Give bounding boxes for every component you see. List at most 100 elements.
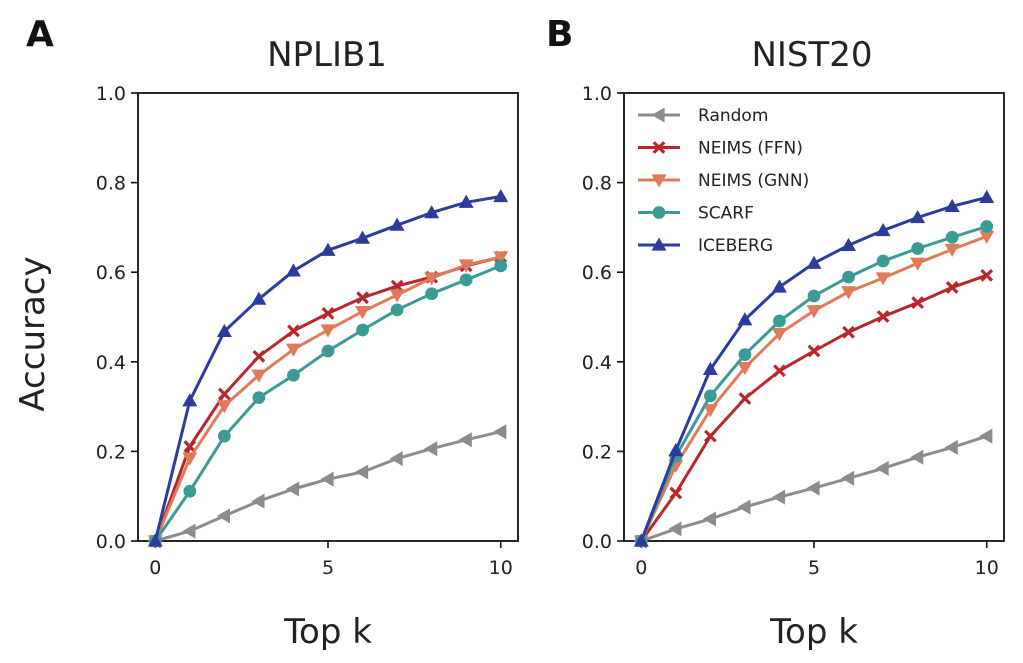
panel-b-point-neims-ffn: [842, 325, 855, 339]
legend-item-neims-gnn: NEIMS (GNN): [638, 171, 809, 191]
panel-b-point-scarf: [911, 242, 925, 255]
panel-b-point-iceberg: [633, 533, 649, 547]
panel-b-y-tick-label: 0.6: [582, 262, 612, 284]
legend-swatch-marker: [651, 107, 665, 123]
panel-b-point-neims-gnn: [702, 404, 718, 418]
panel-a-point-random: [424, 441, 438, 457]
panel-b-point-neims-ffn: [980, 268, 994, 282]
legend-label: ICEBERG: [698, 236, 773, 256]
panel-b-point-iceberg: [841, 237, 857, 251]
panel-b-point-scarf: [842, 270, 855, 284]
panel-a-point-scarf: [217, 429, 231, 443]
panel-b-series-random: [633, 428, 993, 549]
panel-a-point-neims-gnn: [389, 289, 405, 303]
panel-a-x-tick-label: 5: [322, 557, 334, 579]
panel-a: A NPLIB1 0.0 0.2 0.4 0.6 0.8 1.0 0 5 10 Top k: [26, 14, 519, 652]
legend-swatch-marker: [652, 206, 666, 219]
panel-b-point-neims-ffn: [911, 296, 925, 310]
panel-a-point-random: [251, 493, 265, 509]
panel-b-point-neims-ffn: [669, 486, 683, 500]
panel-a-series-scarf: [148, 259, 508, 548]
panel-b-point-neims-ffn: [807, 344, 821, 358]
panel-b-point-neims-ffn: [945, 281, 959, 294]
panel-b-y-tick-label: 0.0: [582, 531, 612, 553]
panel-a-title: NPLIB1: [267, 35, 387, 75]
legend-item-random: Random: [638, 106, 768, 126]
panel-b-point-scarf: [738, 348, 752, 362]
panel-a-point-neims-ffn: [287, 324, 300, 338]
legend-label: SCARF: [698, 204, 754, 224]
panel-a-point-iceberg: [320, 242, 336, 256]
panel-a-axes-frame: [137, 92, 519, 542]
panel-b-point-scarf: [876, 254, 890, 268]
panel-b-point-scarf: [703, 389, 717, 403]
panel-a-point-neims-gnn: [320, 324, 336, 338]
legend-label: Random: [698, 106, 768, 126]
panel-b-point-neims-ffn: [773, 364, 786, 378]
panel-b-y-tick-label: 0.4: [582, 352, 612, 374]
panel-a-point-neims-gnn: [285, 343, 301, 357]
panel-a-point-iceberg: [251, 291, 267, 305]
panel-b-x-tick-label: 10: [975, 557, 999, 579]
panel-b-series-neims-gnn: [633, 230, 995, 549]
panel-a-x-tick-label: 10: [489, 557, 513, 579]
panel-b-point-iceberg: [771, 279, 787, 293]
panel-a-y-tick-label: 0.4: [96, 352, 126, 374]
panel-a-letter: A: [26, 14, 54, 55]
panel-b-point-neims-gnn: [737, 361, 753, 376]
panel-a-x-tick-label: 0: [149, 557, 161, 579]
panel-a-point-neims-gnn: [355, 305, 371, 320]
panel-a-point-random: [182, 523, 196, 539]
panel-a-point-scarf: [183, 484, 197, 498]
panel-a-point-scarf: [425, 287, 439, 301]
panel-b-point-neims-gnn: [806, 305, 822, 319]
panel-b-point-random: [944, 439, 958, 455]
panel-b-point-neims-gnn: [841, 286, 857, 300]
panel-a-point-random: [493, 424, 507, 440]
panel-a-point-random: [216, 508, 230, 524]
panel-b-point-iceberg: [668, 443, 684, 457]
panel-a-point-scarf: [459, 273, 473, 287]
panel-a-point-neims-gnn: [458, 259, 474, 273]
panel-b-point-iceberg: [875, 223, 891, 237]
legend-label: NEIMS (FFN): [698, 139, 803, 159]
panel-a-point-neims-ffn: [183, 440, 197, 453]
panel-a-point-scarf: [321, 344, 335, 358]
panel-b-point-scarf: [807, 289, 821, 303]
panel-a-point-neims-gnn: [424, 272, 440, 286]
panel-b-point-scarf: [773, 314, 786, 328]
panel-a-point-iceberg: [285, 263, 301, 277]
legend-item-scarf: SCARF: [638, 204, 754, 224]
panel-b-point-neims-gnn: [944, 243, 960, 257]
panel-b-point-iceberg: [702, 361, 718, 376]
panel-a-point-random: [458, 432, 472, 448]
panel-a-point-iceberg: [147, 533, 163, 547]
y-axis-title: Accuracy: [13, 256, 53, 411]
panel-a-point-scarf: [390, 303, 404, 317]
legend-item-neims-ffn: NEIMS (FFN): [638, 139, 803, 159]
panel-b-title: NIST20: [751, 35, 872, 75]
panel-a-point-neims-ffn: [217, 387, 231, 401]
panel-b-point-random: [702, 511, 716, 527]
legend-swatch-marker: [652, 141, 666, 154]
panel-a-y-tick-label: 0.0: [96, 531, 126, 553]
panel-b: B NIST20 0.0 0.2 0.4 0.6 0.8 1.0 0 5 10 Top k: [546, 14, 1005, 652]
panel-a-point-scarf: [252, 391, 266, 405]
panel-a-series-neims-gnn: [147, 251, 509, 549]
panel-b-line-neims-gnn: [639, 234, 988, 542]
panel-b-plot: 0.0 0.2 0.4 0.6 0.8 1.0 0 5 10: [582, 83, 1005, 579]
panel-b-x-axis-title: Top k: [769, 612, 858, 652]
panel-a-point-neims-ffn: [356, 291, 369, 305]
panel-a-point-iceberg: [424, 205, 440, 219]
panel-a-point-random: [355, 464, 369, 480]
panel-b-y-tick-label: 0.2: [582, 441, 612, 463]
panel-a-point-random: [285, 481, 300, 497]
panel-a-series-iceberg: [147, 188, 509, 547]
panel-a-point-iceberg: [458, 194, 474, 208]
panel-a-point-neims-ffn: [252, 350, 266, 363]
panel-b-letter: B: [546, 14, 573, 55]
panel-a-y-tick-label: 1.0: [96, 83, 126, 105]
panel-a-point-scarf: [494, 259, 508, 273]
panel-b-y-tick-label: 0.8: [582, 173, 612, 195]
panel-b-point-neims-ffn: [876, 310, 890, 323]
